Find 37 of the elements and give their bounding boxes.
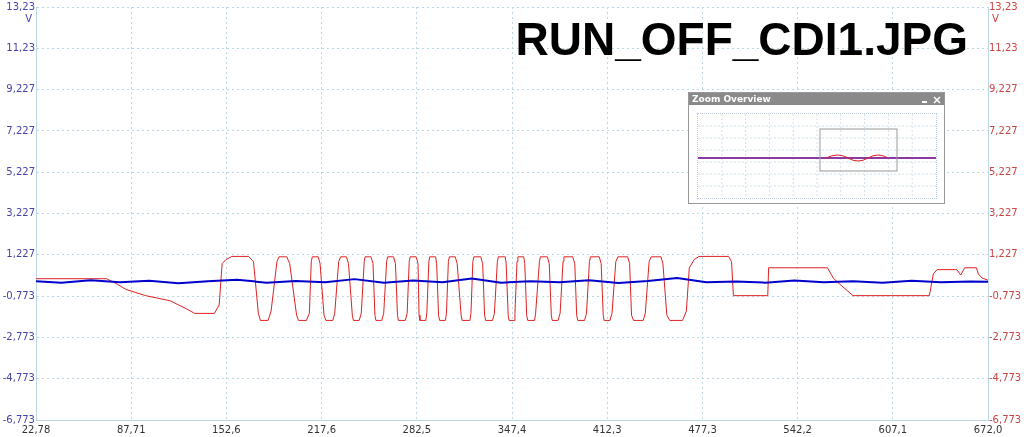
x-tick-label: 22,78: [21, 423, 51, 435]
chart-title: RUN_OFF_CDI1.JPG: [515, 12, 968, 65]
y2-tick-label: 13,23: [989, 0, 1018, 12]
y-tick-label: 13,23: [6, 0, 35, 12]
x-tick-label: 412,3: [592, 423, 622, 435]
x-tick-label: 477,3: [688, 423, 717, 435]
y-tick-label: -0,773: [2, 289, 35, 301]
y2-tick-label: -6,773: [989, 413, 1022, 425]
x-tick-label: 347,4: [497, 423, 527, 435]
y2-tick-label: 7,227: [989, 124, 1018, 136]
y-tick-label: 11,23: [6, 41, 35, 53]
y-tick-label: 5,227: [6, 165, 35, 177]
y2-tick-label: 11,23: [989, 41, 1018, 53]
y-axis-title: V: [25, 12, 33, 24]
x-tick-label: 152,6: [212, 423, 241, 435]
y2-tick-label: 1,227: [989, 248, 1018, 260]
y2-tick-label: -2,773: [989, 331, 1022, 343]
x-tick-label: 672,0: [973, 423, 1003, 435]
x-tick-label: 607,1: [878, 423, 908, 435]
y-tick-label: 9,227: [6, 83, 35, 95]
y-tick-label: 7,227: [6, 124, 35, 136]
x-tick-label: 542,2: [783, 423, 812, 435]
y2-axis-title: V: [992, 12, 999, 24]
y-tick-label: 3,227: [6, 207, 35, 219]
y2-tick-label: 3,227: [989, 207, 1018, 219]
y2-tick-label: -4,773: [989, 372, 1022, 384]
x-tick-label: 282,5: [402, 423, 432, 435]
y-tick-label: -2,773: [2, 331, 35, 343]
x-tick-label: 217,6: [307, 423, 336, 435]
y2-tick-label: 5,227: [989, 165, 1018, 177]
y2-tick-label: 9,227: [989, 83, 1018, 95]
annotation: Zoom Overview: [689, 93, 944, 105]
y-tick-label: -6,773: [2, 413, 35, 425]
y-tick-label: -4,773: [2, 372, 35, 384]
y-tick-label: 1,227: [6, 248, 35, 260]
y2-tick-label: -0,773: [989, 289, 1022, 301]
x-tick-label: 87,71: [116, 423, 146, 435]
